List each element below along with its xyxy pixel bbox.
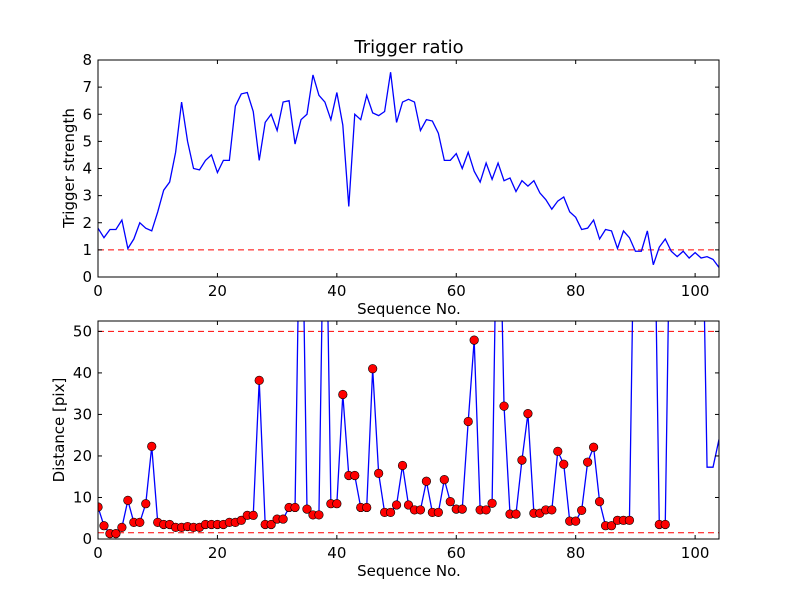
bottom-data-point <box>99 521 109 531</box>
top-x-tick-label: 40 <box>327 282 346 300</box>
bottom-data-point <box>332 499 342 509</box>
bottom-data-point <box>511 509 521 519</box>
top-x-tick-label: 80 <box>566 282 585 300</box>
bottom-y-tick-label: 20 <box>73 447 92 465</box>
bottom-y-axis-label: Distance [pix] <box>50 378 68 483</box>
bottom-data-point <box>350 470 360 481</box>
bottom-data-point <box>594 497 605 507</box>
top-y-tick-label: 8 <box>82 51 92 69</box>
bottom-data-point <box>469 335 479 345</box>
top-y-tick-label: 3 <box>82 187 92 205</box>
top-y-tick-label: 7 <box>82 78 92 96</box>
bottom-data-point <box>499 401 509 411</box>
bottom-data-point <box>415 505 426 515</box>
bottom-x-axis-label: Sequence No. <box>357 562 461 580</box>
bottom-x-tick-label: 60 <box>447 544 466 562</box>
top-x-tick-label: 20 <box>208 282 227 300</box>
bottom-y-tick-label: 0 <box>82 530 92 548</box>
bottom-series-line <box>98 321 719 535</box>
bottom-data-point <box>362 502 372 513</box>
bottom-data-point <box>517 455 527 465</box>
bottom-data-point <box>368 364 378 374</box>
bottom-data-point <box>141 499 151 509</box>
bottom-x-tick-label: 80 <box>566 544 585 562</box>
top-x-tick-label: 100 <box>681 282 710 300</box>
bottom-data-point <box>433 507 443 518</box>
bottom-data-point <box>421 476 432 486</box>
bottom-data-point <box>397 460 408 471</box>
bottom-data-point <box>314 510 324 520</box>
bottom-x-tick-label: 40 <box>327 544 346 562</box>
top-axes-frame <box>97 59 720 278</box>
bottom-data-point <box>236 515 246 525</box>
bottom-data-point <box>302 504 312 514</box>
bottom-data-point <box>385 507 396 518</box>
top-y-tick-label: 1 <box>82 241 92 259</box>
bottom-data-point <box>248 510 258 520</box>
bottom-data-point <box>606 521 617 531</box>
bottom-data-point <box>445 497 455 507</box>
top-series-line <box>98 72 719 268</box>
top-axes: 0 20 40 60 80 100 0 1 2 3 4 5 6 7 8 <box>82 51 720 300</box>
bottom-data-point <box>123 495 133 505</box>
bottom-data-point <box>547 505 557 515</box>
bottom-data-point <box>290 502 300 513</box>
bottom-data-point <box>583 457 593 467</box>
top-y-tick-label: 5 <box>82 132 92 150</box>
bottom-data-point <box>487 498 497 508</box>
top-x-tick-label: 60 <box>447 282 466 300</box>
bottom-y-tick-label: 10 <box>73 488 92 506</box>
bottom-x-tick-label: 20 <box>208 544 227 562</box>
bottom-data-point <box>457 504 467 514</box>
bottom-data-point <box>147 441 157 452</box>
top-x-tick-label: 0 <box>93 282 103 300</box>
bottom-data-point <box>391 500 402 510</box>
top-y-tick-label: 6 <box>82 105 92 123</box>
bottom-data-point <box>266 519 276 530</box>
bottom-data-point <box>403 500 414 510</box>
bottom-y-tick-label: 50 <box>73 322 92 340</box>
bottom-data-point <box>117 522 127 532</box>
bottom-axes-frame <box>97 320 720 540</box>
top-y-tick-label: 2 <box>82 214 92 232</box>
bottom-data-point <box>624 515 635 525</box>
bottom-data-point <box>523 408 533 419</box>
top-y-tick-label: 4 <box>82 160 92 178</box>
bottom-data-point <box>660 519 670 530</box>
bottom-data-point <box>338 389 348 400</box>
bottom-data-point <box>135 517 145 527</box>
bottom-y-tick-label: 40 <box>73 364 92 382</box>
bottom-data-point <box>559 459 569 469</box>
bottom-data-point <box>374 468 384 478</box>
bottom-data-point <box>589 442 599 452</box>
bottom-data-point <box>571 516 581 526</box>
bottom-data-point <box>439 475 449 485</box>
top-y-axis-label: Trigger strength <box>60 108 78 229</box>
bottom-data-point <box>254 375 264 385</box>
top-x-axis-label: Sequence No. <box>357 300 461 318</box>
bottom-data-point <box>577 505 587 515</box>
top-y-tick-label: 0 <box>82 268 92 286</box>
bottom-x-tick-label: 100 <box>681 544 710 562</box>
top-chart-title: Trigger ratio <box>353 37 463 58</box>
bottom-data-point <box>553 446 563 456</box>
bottom-data-point <box>463 416 473 427</box>
bottom-x-tick-label: 0 <box>93 544 103 562</box>
bottom-y-tick-label: 30 <box>73 405 92 423</box>
bottom-data-point <box>481 505 491 515</box>
bottom-data-point <box>98 502 103 512</box>
bottom-data-point <box>111 529 121 539</box>
bottom-data-point <box>278 514 288 524</box>
bottom-axes: 0 20 40 60 80 100 0 10 20 30 40 50 <box>73 320 720 562</box>
